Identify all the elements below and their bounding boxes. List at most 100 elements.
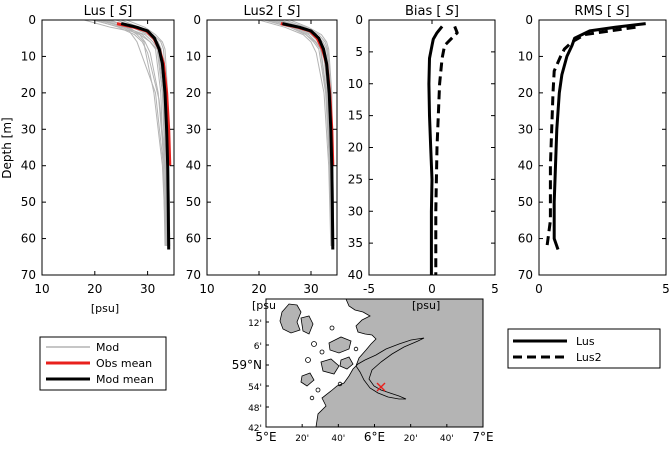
title-suffix: ] xyxy=(454,4,459,19)
map-island-mid xyxy=(328,336,352,354)
legend-label-lus2: Lus2 xyxy=(576,351,602,364)
map-lat-ticks: 12' 6' 59°N 54' 48' 42' xyxy=(232,319,269,434)
panel-title-bias: Bias [ S] xyxy=(405,4,459,19)
title-var: S xyxy=(119,4,127,19)
map-island-small xyxy=(339,356,354,370)
map-land-mainland xyxy=(315,298,484,428)
plot-area xyxy=(427,25,459,275)
y-tick-label: 70 xyxy=(21,268,36,282)
y-tick-label: 5 xyxy=(355,45,363,59)
panel-title-rms: RMS [ S] xyxy=(574,4,629,19)
map-island-south xyxy=(320,358,340,375)
plot-area xyxy=(258,20,335,250)
series-line-mod-member xyxy=(94,20,169,246)
series-line-mod-member xyxy=(266,20,332,246)
series-line-lus xyxy=(427,25,444,275)
map-islets xyxy=(305,325,359,401)
islet xyxy=(315,387,321,393)
title-var: S xyxy=(446,4,454,19)
y-tick-label: 40 xyxy=(518,159,533,173)
map-lon-label: 20' xyxy=(295,434,309,444)
series-line-mod-mean xyxy=(282,22,335,250)
map-island-north xyxy=(279,303,302,334)
map-station-marker xyxy=(376,382,386,392)
x-tick-label: 20 xyxy=(251,282,266,296)
map-lat-label: 6' xyxy=(254,342,262,352)
x-tick-label: 30 xyxy=(303,282,318,296)
map-lat-label: 12' xyxy=(248,319,262,329)
legend-label-obs-mean: Obs mean xyxy=(96,357,152,370)
islet xyxy=(305,357,311,363)
series-line-mod-member xyxy=(258,20,332,246)
legend-bias-rms: Lus Lus2 xyxy=(507,328,661,369)
map-lat-label: 42' xyxy=(248,424,262,434)
x-tick-label: 10 xyxy=(199,282,214,296)
y-tick-label: 15 xyxy=(348,109,363,123)
title-suffix: ] xyxy=(625,4,630,19)
y-tick-label: 50 xyxy=(186,195,201,209)
islet xyxy=(319,349,325,355)
series-line-mod-member xyxy=(99,20,168,246)
x-tick-label: 10 xyxy=(34,282,49,296)
x-tick-label: 5 xyxy=(491,282,499,296)
title-prefix: Bias [ xyxy=(405,4,446,19)
y-tick-label: 30 xyxy=(518,122,533,136)
y-tick-label: 70 xyxy=(186,268,201,282)
series-line-mod-member xyxy=(84,20,167,246)
x-tick-label: 5 xyxy=(662,282,670,296)
map-lon-label: 40' xyxy=(331,434,345,444)
legend-label-mod: Mod xyxy=(96,341,119,354)
y-tick-label: 50 xyxy=(518,195,533,209)
y-tick-label: 60 xyxy=(518,232,533,246)
marker-stroke xyxy=(376,382,386,392)
x-axis-label: [psu] xyxy=(91,302,119,315)
map-lat-label: 54' xyxy=(248,383,262,393)
panel-title-lus2: Lus2 [ S] xyxy=(244,4,301,19)
axes-frame xyxy=(206,19,338,276)
y-tick-label: 0 xyxy=(525,13,533,27)
x-tick-label: -5 xyxy=(363,282,375,296)
series-line-lus2 xyxy=(434,25,459,275)
islet xyxy=(309,395,315,401)
title-prefix: Lus [ xyxy=(84,4,119,19)
islet xyxy=(311,341,317,347)
legend-box xyxy=(507,328,661,369)
y-tick-label: 35 xyxy=(348,236,363,250)
plot-area xyxy=(545,22,646,250)
series-line-mod-member xyxy=(97,20,166,246)
y-tick-label: 10 xyxy=(518,49,533,63)
islet xyxy=(337,381,343,387)
series-line-mod-mean xyxy=(120,22,171,250)
title-suffix: ] xyxy=(295,4,300,19)
y-tick-label: 30 xyxy=(21,122,36,136)
legend-model: Mod Obs mean Mod mean xyxy=(39,336,167,391)
y-tick-label: 10 xyxy=(186,49,201,63)
series-line-lus xyxy=(552,22,646,250)
x-tick-label: 20 xyxy=(87,282,102,296)
y-tick-label: 10 xyxy=(21,49,36,63)
y-tick-label: 40 xyxy=(186,159,201,173)
map-island-southwest xyxy=(300,372,315,387)
y-tick-label: 70 xyxy=(518,268,533,282)
y-axis-label: Depth [m] xyxy=(0,117,14,178)
map-lon-label: 5°E xyxy=(255,430,276,444)
y-tick-label: 25 xyxy=(348,172,363,186)
legend-label-mod-mean: Mod mean xyxy=(96,373,154,386)
y-tick-label: 60 xyxy=(21,232,36,246)
x-tick-label: 30 xyxy=(140,282,155,296)
y-tick-label: 40 xyxy=(21,159,36,173)
series-line-lus2 xyxy=(545,25,636,250)
y-tick-label: 50 xyxy=(21,195,36,209)
title-suffix: ] xyxy=(127,4,132,19)
y-tick-label: 20 xyxy=(21,86,36,100)
map-lat-label: 59°N xyxy=(232,358,262,372)
title-prefix: Lus2 [ xyxy=(244,4,288,19)
y-tick-label: 20 xyxy=(518,86,533,100)
map-lon-label: 7°E xyxy=(472,430,493,444)
title-var: S xyxy=(287,4,295,19)
axes-frame xyxy=(538,19,667,276)
y-tick-label: 10 xyxy=(348,77,363,91)
panel-title-lus: Lus [ S] xyxy=(84,4,133,19)
